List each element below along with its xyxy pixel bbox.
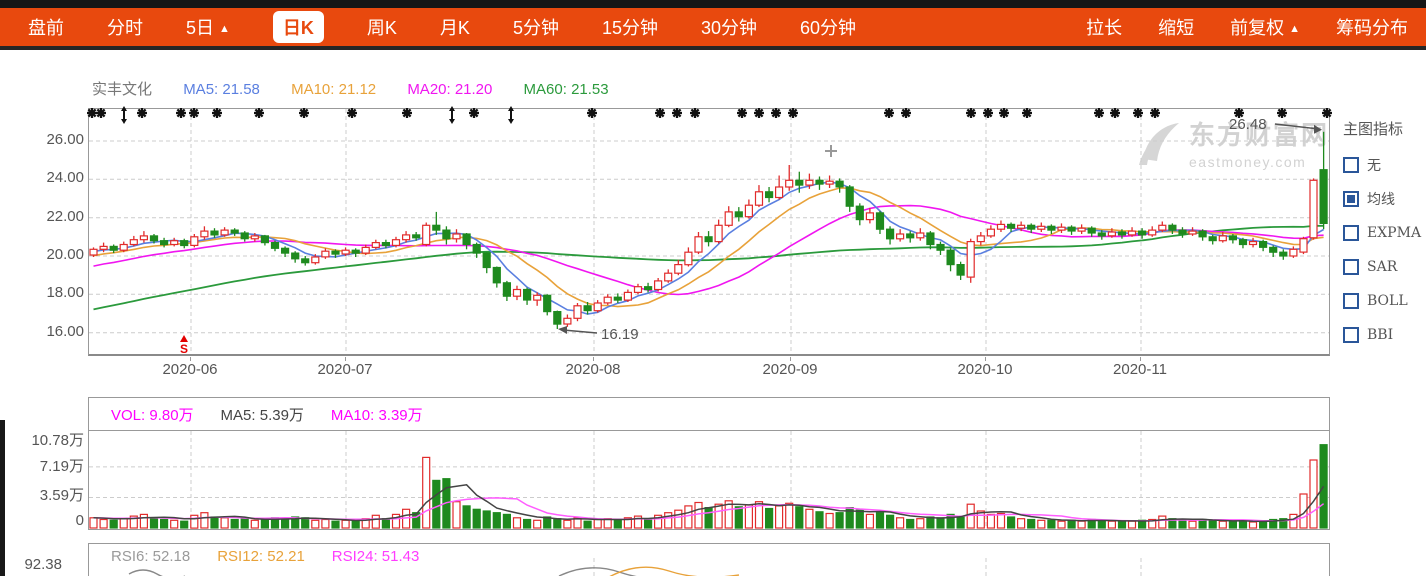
volume-ma10-value: MA10: 3.39万 bbox=[330, 406, 423, 424]
indicator-option-均线[interactable]: 均线 bbox=[1343, 191, 1426, 208]
month-label: 2020-06 bbox=[162, 361, 218, 378]
rsi24-value: RSI24: 51.43 bbox=[331, 548, 420, 565]
rsi6-value: RSI6: 52.18 bbox=[111, 548, 191, 565]
price-tick-label: 18.00 bbox=[46, 284, 84, 302]
volume-panel[interactable]: VOL: 9.80万 MA5: 5.39万 MA10: 3.39万 bbox=[88, 397, 1330, 530]
tab-周K[interactable]: 周K bbox=[366, 18, 397, 38]
indicator-sidebar: 主图指标 无均线 EXPMA SAR BOLL BBI bbox=[1343, 118, 1426, 361]
tab-月K[interactable]: 月K bbox=[439, 18, 470, 38]
indicator-option-label: EXPMA bbox=[1367, 225, 1422, 241]
indicator-option-label: 无 bbox=[1367, 158, 1381, 174]
month-label: 2020-09 bbox=[762, 361, 818, 378]
dropdown-arrow-icon: ▲ bbox=[1289, 23, 1300, 35]
dropdown-arrow-icon: ▲ bbox=[219, 23, 230, 35]
volume-tick-label: 0 bbox=[75, 512, 84, 529]
tab-15分钟[interactable]: 15分钟 bbox=[601, 18, 658, 38]
ma5-value: MA5: 21.58 bbox=[183, 81, 260, 98]
topbar: 盘前 分时 5日 ▲ 日K 周K 月K 5分钟 15分钟 30分钟 60分钟 拉长 缩短 前复权 ▲ 筹码分… bbox=[0, 8, 1426, 46]
ma60-value: MA60: 21.53 bbox=[523, 81, 609, 98]
checkbox-icon[interactable] bbox=[1343, 225, 1359, 241]
checkbox-icon[interactable] bbox=[1343, 157, 1359, 173]
tab-拉长[interactable]: 拉长 bbox=[1086, 18, 1123, 38]
tab-前复权[interactable]: 前复权 ▲ bbox=[1230, 18, 1300, 38]
checkbox-icon[interactable] bbox=[1343, 327, 1359, 343]
svg-text:16.19: 16.19 bbox=[601, 326, 639, 343]
axis-tick bbox=[345, 357, 346, 361]
tab-5分钟[interactable]: 5分钟 bbox=[512, 18, 559, 38]
month-label: 2020-08 bbox=[565, 361, 621, 378]
top-black-strip bbox=[0, 0, 1426, 8]
svg-text:S: S bbox=[180, 342, 188, 356]
topbar-right-menu: 拉长 缩短 前复权 ▲ 筹码分布 bbox=[1086, 8, 1408, 46]
volume-tick-label: 3.59万 bbox=[39, 487, 84, 504]
ma20-value: MA20: 21.20 bbox=[407, 81, 493, 98]
topbar-left-menu: 盘前 分时 5日 ▲ 日K 周K 月K 5分钟 15分钟 30分钟 60分钟 bbox=[28, 8, 856, 46]
indicator-option-label: BBI bbox=[1367, 327, 1394, 343]
indicator-option-BBI[interactable]: BBI bbox=[1343, 327, 1426, 343]
volume-ma5-value: MA5: 5.39万 bbox=[220, 406, 304, 424]
sidebar-title: 主图指标 bbox=[1343, 120, 1404, 138]
rsi-legend: RSI6: 52.18 RSI12: 52.21 RSI24: 51.43 bbox=[111, 548, 419, 565]
volume-tick-label: 10.78万 bbox=[31, 432, 84, 449]
rsi12-value: RSI12: 52.21 bbox=[217, 548, 305, 565]
month-label: 2020-11 bbox=[1113, 361, 1167, 378]
indicator-checkbox-list: 无均线 EXPMA SAR BOLL BBI bbox=[1343, 157, 1426, 343]
volume-tick-label: 7.19万 bbox=[39, 458, 84, 475]
stock-name: 实丰文化 bbox=[92, 81, 153, 98]
month-label: 2020-07 bbox=[317, 361, 373, 378]
price-tick-label: 20.00 bbox=[46, 245, 84, 263]
axis-tick bbox=[190, 357, 191, 361]
checkbox-icon[interactable] bbox=[1343, 259, 1359, 275]
indicator-option-EXPMA[interactable]: EXPMA bbox=[1343, 225, 1426, 241]
rsi-scale-label: 92.38 bbox=[24, 556, 62, 573]
tab-日K[interactable]: 日K bbox=[272, 11, 324, 43]
main-chart-legend: 实丰文化 MA5: 21.58 MA10: 21.12 MA20: 21.20 … bbox=[92, 78, 636, 99]
price-tick-label: 16.00 bbox=[46, 322, 84, 340]
price-tick-label: 26.00 bbox=[46, 131, 84, 148]
tab-30分钟[interactable]: 30分钟 bbox=[700, 18, 758, 38]
tab-盘前[interactable]: 盘前 bbox=[28, 18, 64, 38]
tab-筹码分布[interactable]: 筹码分布 bbox=[1336, 18, 1408, 38]
price-tick-label: 22.00 bbox=[46, 207, 84, 225]
rsi-chart-svg bbox=[128, 558, 1142, 576]
rsi-panel[interactable]: RSI6: 52.18 RSI12: 52.21 RSI24: 51.43 bbox=[88, 543, 1330, 576]
indicator-option-无[interactable]: 无 bbox=[1343, 157, 1426, 174]
axis-tick bbox=[985, 357, 986, 361]
indicator-option-BOLL[interactable]: BOLL bbox=[1343, 293, 1426, 309]
indicator-option-label: BOLL bbox=[1367, 293, 1408, 309]
axis-tick bbox=[1140, 357, 1141, 361]
ma10-value: MA10: 21.12 bbox=[291, 81, 377, 98]
indicator-option-label: 均线 bbox=[1367, 192, 1395, 208]
volume-legend: VOL: 9.80万 MA5: 5.39万 MA10: 3.39万 bbox=[89, 398, 1329, 431]
axis-tick bbox=[790, 357, 791, 361]
month-label: 2020-10 bbox=[957, 361, 1013, 378]
svg-text:26.48: 26.48 bbox=[1229, 116, 1267, 133]
tab-5日[interactable]: 5日 ▲ bbox=[186, 18, 230, 38]
left-black-strip bbox=[0, 420, 5, 576]
volume-chart-svg[interactable] bbox=[89, 431, 1329, 529]
checkbox-icon[interactable] bbox=[1343, 293, 1359, 309]
axis-tick bbox=[593, 357, 594, 361]
indicator-option-SAR[interactable]: SAR bbox=[1343, 259, 1426, 275]
candlestick-chart-svg[interactable]: S 26.48 16.19 bbox=[87, 106, 1332, 356]
checkbox-checked-icon[interactable] bbox=[1343, 191, 1359, 207]
tab-缩短[interactable]: 缩短 bbox=[1158, 18, 1195, 38]
topbar-shadow bbox=[0, 46, 1426, 50]
volume-value: VOL: 9.80万 bbox=[111, 406, 194, 424]
main-chart-panel[interactable]: 东方财富网 eastmoney.com S 26.48 16.19 bbox=[87, 106, 1332, 356]
tab-60分钟[interactable]: 60分钟 bbox=[800, 18, 857, 38]
indicator-option-label: SAR bbox=[1367, 259, 1398, 275]
tab-分时[interactable]: 分时 bbox=[107, 18, 143, 38]
price-tick-label: 24.00 bbox=[46, 169, 84, 187]
